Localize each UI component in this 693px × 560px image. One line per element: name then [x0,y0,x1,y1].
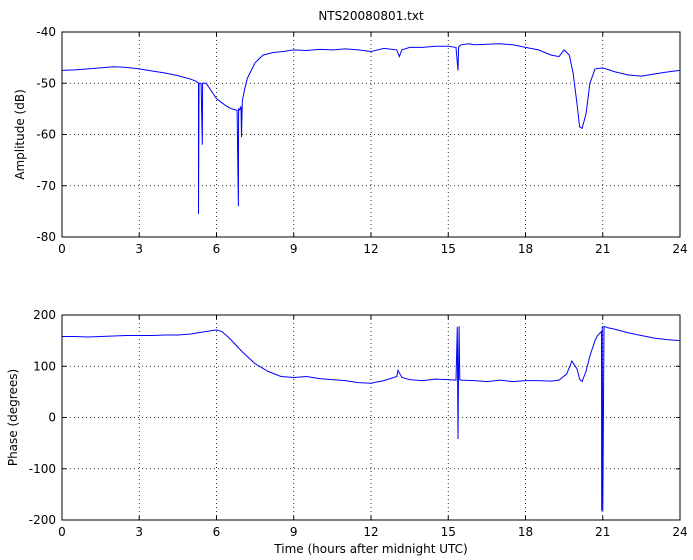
amplitude-x-tick-label: 18 [518,242,533,256]
amplitude-y-axis-label: Amplitude (dB) [13,89,27,180]
amplitude-x-tick-label: 15 [441,242,456,256]
phase-x-tick-label: 6 [213,525,221,539]
phase-x-tick-label: 15 [441,525,456,539]
phase-x-tick-label: 12 [363,525,378,539]
amplitude-y-tick-label: -80 [36,230,56,244]
amplitude-grid [62,32,680,237]
phase-ticks: 0 3 6 9 12 15 18 21 24 -200 -100 0 100 200 [29,308,688,539]
phase-series-layer [62,325,681,511]
phase-grid [62,315,680,520]
phase-y-tick-label: -100 [29,462,56,476]
phase-x-tick-label: 3 [135,525,143,539]
amplitude-y-tick-label: -40 [36,25,56,39]
amplitude-x-tick-label: 0 [58,242,66,256]
amplitude-series-layer [61,43,681,214]
amplitude-x-tick-label: 3 [135,242,143,256]
amplitude-y-tick-label: -60 [36,128,56,142]
phase-y-axis-label: Phase (degrees) [6,369,20,466]
amplitude-axes: 0 3 6 9 12 15 18 21 24 -80 -70 -60 -50 -40 Amplitude … [13,25,688,256]
amplitude-x-tick-label: 9 [290,242,298,256]
amplitude-series-line [61,43,681,214]
phase-x-tick-label: 21 [595,525,610,539]
amplitude-ticks: 0 3 6 9 12 15 18 21 24 -80 -70 -60 -50 -40 [36,25,687,256]
phase-series-line [62,325,681,511]
phase-axes: 0 3 6 9 12 15 18 21 24 -200 -100 0 100 200 Phase (deg… [6,308,688,556]
amplitude-x-tick-label: 24 [672,242,687,256]
phase-y-tick-label: 100 [33,359,56,373]
phase-x-tick-label: 0 [58,525,66,539]
amplitude-x-tick-label: 21 [595,242,610,256]
phase-x-tick-label: 24 [672,525,687,539]
phase-x-tick-label: 9 [290,525,298,539]
phase-x-axis-label: Time (hours after midnight UTC) [273,542,467,556]
amplitude-x-tick-label: 12 [363,242,378,256]
amplitude-x-tick-label: 6 [213,242,221,256]
phase-y-tick-label: -200 [29,513,56,527]
chart-title: NTS20080801.txt [318,9,424,23]
phase-x-tick-label: 18 [518,525,533,539]
amplitude-y-tick-label: -70 [36,179,56,193]
phase-y-tick-label: 200 [33,308,56,322]
phase-y-tick-label: 0 [48,411,56,425]
amplitude-y-tick-label: -50 [36,76,56,90]
